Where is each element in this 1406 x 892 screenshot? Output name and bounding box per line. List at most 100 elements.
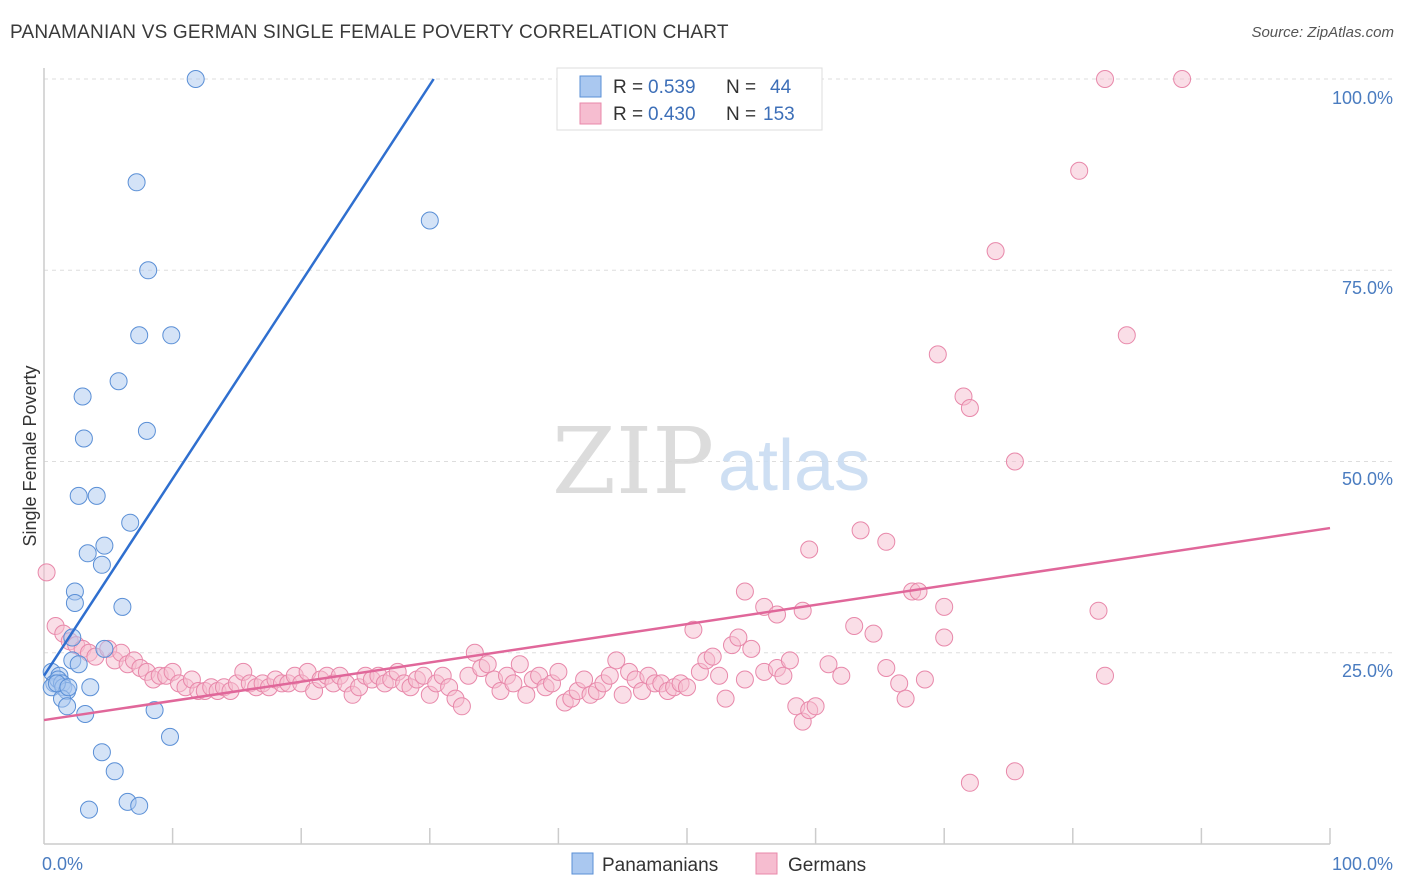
german-point xyxy=(607,651,626,670)
y-tick-label-100: 100.0% xyxy=(1332,88,1393,108)
panamanian-point xyxy=(74,429,93,448)
german-point xyxy=(613,685,632,704)
legend-n-label-1: N = xyxy=(726,77,756,98)
german-trend-line xyxy=(43,526,1331,722)
x-tick-label-0: 0.0% xyxy=(42,854,83,874)
german-point xyxy=(1096,666,1114,685)
german-point xyxy=(600,666,619,685)
source-label: Source: ZipAtlas.com xyxy=(1251,24,1394,41)
panamanian-point xyxy=(161,727,179,746)
y-tick-label-25: 25.0% xyxy=(1342,661,1393,681)
panamanian-point xyxy=(109,372,128,391)
y-axis-label: Single Female Poverty xyxy=(20,365,40,546)
bottom-legend-swatch-germans xyxy=(755,852,778,875)
german-point xyxy=(960,399,979,417)
bottom-legend-label-panamanians: Panamanians xyxy=(602,855,718,876)
german-point xyxy=(575,670,594,689)
german-point xyxy=(504,674,523,693)
german-point xyxy=(896,689,915,708)
chart-title: PANAMANIAN VS GERMAN SINGLE FEMALE POVER… xyxy=(10,22,729,43)
panamanian-point xyxy=(59,678,78,697)
german-point xyxy=(478,655,497,674)
german-point xyxy=(37,563,56,582)
german-point xyxy=(517,685,536,704)
panamanian-point xyxy=(130,326,149,345)
panamanian-point xyxy=(80,800,98,819)
german-point xyxy=(935,597,954,616)
watermark-zip: ZIP xyxy=(552,408,714,515)
legend-r-value-2: 0.430 xyxy=(648,104,696,125)
panamanian-point xyxy=(130,796,149,815)
legend-n-value-2: 153 xyxy=(763,104,795,125)
german-point xyxy=(877,659,896,677)
legend-r-value-1: 0.539 xyxy=(648,77,696,98)
german-point xyxy=(1005,762,1024,781)
german-point xyxy=(864,624,883,643)
german-point xyxy=(1005,452,1024,471)
german-point xyxy=(710,666,729,685)
y-tick-label-75: 75.0% xyxy=(1342,278,1393,298)
x-tick-label-100: 100.0% xyxy=(1332,854,1393,874)
german-point xyxy=(851,521,870,540)
german-point xyxy=(742,639,761,658)
panamanian-point xyxy=(73,387,92,406)
panamanian-points xyxy=(42,70,439,819)
panamanian-point xyxy=(92,743,111,762)
panamanian-point xyxy=(139,261,158,280)
german-point xyxy=(890,674,909,693)
german-point xyxy=(935,628,954,647)
german-point xyxy=(735,582,754,601)
german-point xyxy=(819,655,838,674)
legend-n-label-2: N = xyxy=(726,104,756,125)
panamanian-point xyxy=(186,70,205,88)
german-point xyxy=(877,532,896,551)
panamanian-point xyxy=(92,555,111,574)
series-legend: Panamanians Germans xyxy=(571,852,866,876)
german-point xyxy=(845,617,864,635)
stats-legend: R = 0.539 N = 44 R = 0.430 N = 153 xyxy=(556,67,823,131)
panamanian-point xyxy=(121,513,140,532)
panamanian-point xyxy=(113,597,132,616)
german-point xyxy=(1117,326,1136,345)
german-point xyxy=(960,773,979,792)
trend-lines xyxy=(42,78,1331,722)
panamanian-point xyxy=(87,486,106,505)
german-point xyxy=(510,655,529,674)
panamanian-point xyxy=(105,762,124,781)
watermark-atlas: atlas xyxy=(718,426,870,506)
panamanian-point xyxy=(65,594,84,612)
panamanian-point xyxy=(95,639,114,658)
german-point xyxy=(832,666,851,685)
y-tick-label-50: 50.0% xyxy=(1342,469,1393,489)
panamanian-point xyxy=(145,701,164,720)
german-point xyxy=(684,620,703,639)
panamanian-point xyxy=(58,697,77,716)
german-point xyxy=(928,345,947,364)
panamanian-point xyxy=(81,678,100,697)
german-point xyxy=(986,242,1005,261)
german-point xyxy=(1173,70,1192,88)
german-point xyxy=(735,670,754,689)
german-point xyxy=(729,628,748,647)
german-point xyxy=(452,697,471,716)
german-point xyxy=(800,540,819,559)
panamanian-point xyxy=(127,173,146,192)
german-point xyxy=(806,697,825,716)
german-point xyxy=(1089,601,1108,620)
legend-swatch-germans xyxy=(579,102,602,125)
panamanian-point xyxy=(69,486,88,505)
panamanian-point xyxy=(63,628,82,647)
german-point xyxy=(774,666,793,685)
panamanian-point xyxy=(78,544,97,563)
bottom-legend-label-germans: Germans xyxy=(788,855,866,876)
german-point xyxy=(549,662,568,681)
panamanian-point xyxy=(69,655,88,674)
legend-r-label-2: R = xyxy=(613,104,643,125)
panamanian-point xyxy=(137,421,156,440)
legend-r-label-1: R = xyxy=(613,77,643,98)
panamanian-point xyxy=(420,211,439,230)
german-point xyxy=(780,651,799,670)
german-point xyxy=(1070,161,1089,180)
legend-n-value-1: 44 xyxy=(770,77,792,98)
